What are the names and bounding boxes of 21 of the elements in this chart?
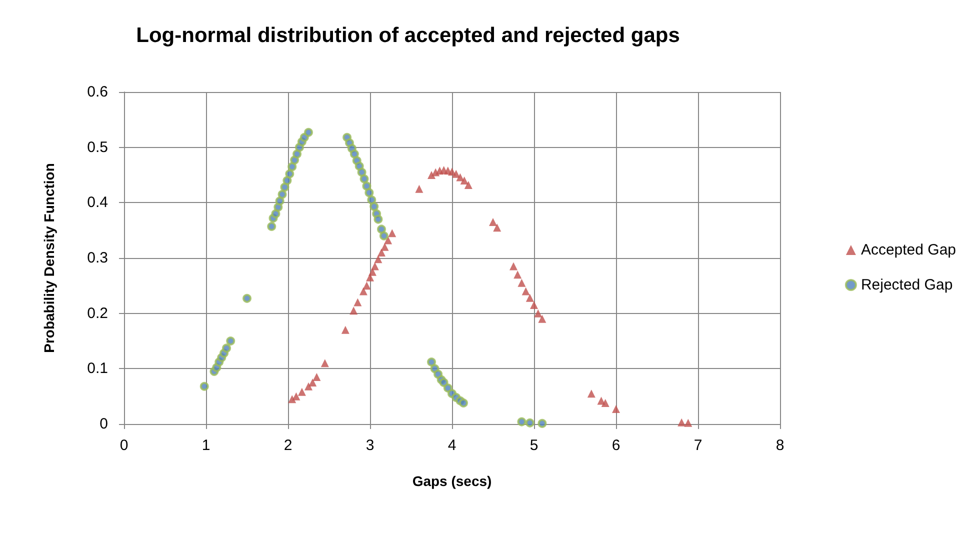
- x-tick-label: 4: [448, 437, 456, 454]
- y-tick-label: 0: [100, 416, 108, 432]
- y-tick-label: 0.3: [87, 250, 108, 266]
- y-tick-label: 0.4: [87, 194, 108, 212]
- chart-title: Log-normal distribution of accepted and rejected gaps: [136, 24, 680, 47]
- y-tick-label: 0.1: [87, 360, 108, 378]
- x-tick-label: 8: [776, 437, 784, 454]
- x-tick-label: 0: [120, 437, 128, 454]
- x-tick-label: 6: [612, 437, 620, 454]
- y-tick-label: 0.5: [87, 138, 108, 156]
- y-tick-label: 0.2: [87, 304, 108, 322]
- x-tick-label: 5: [530, 437, 538, 454]
- legend-label: Accepted Gap: [860, 242, 956, 258]
- x-tick-label: 1: [202, 437, 210, 454]
- y-tick-label: 0.6: [87, 84, 108, 100]
- x-tick-label: 2: [284, 437, 292, 454]
- y-axis-title: Probability Density Function: [41, 163, 57, 353]
- x-tick-label: 3: [366, 437, 374, 454]
- x-axis-title: Gaps (secs): [412, 473, 492, 489]
- x-tick-label: 7: [694, 437, 702, 454]
- legend-label: Rejected Gap: [860, 276, 953, 294]
